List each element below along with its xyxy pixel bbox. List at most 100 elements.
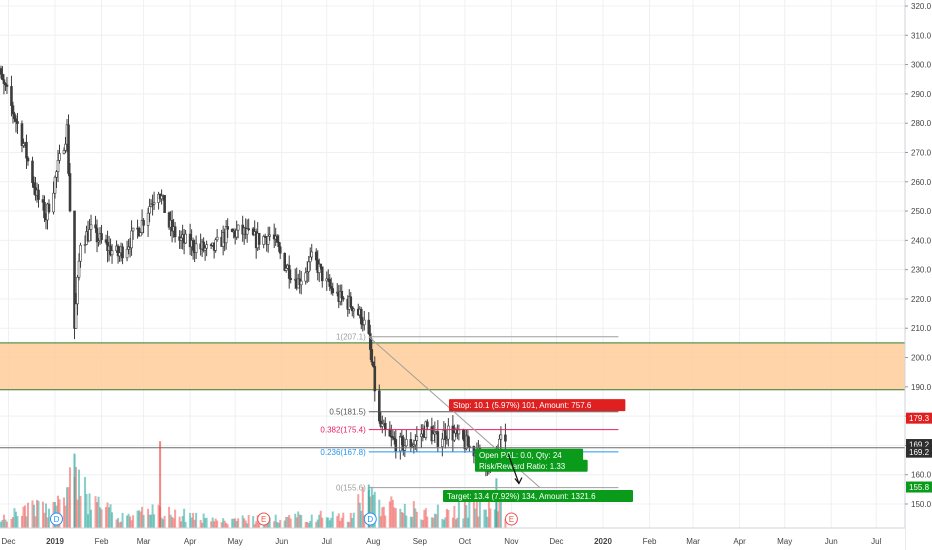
price-axis[interactable]: 150.0160.0170.0180.0190.0200.0210.0220.0…	[904, 0, 932, 550]
volume-bar	[445, 508, 448, 528]
price-tick-label: 160.0	[911, 471, 932, 480]
volume-bar	[342, 512, 345, 528]
volume-bar	[174, 509, 177, 528]
price-tick-label: 190.0	[911, 383, 932, 392]
volume-bar	[1, 519, 4, 528]
time-axis[interactable]: Dec 2019 Feb Mar Apr May Jun Jul Aug Sep Oct Nov Dec…	[0, 527, 905, 550]
earnings-marker[interactable]: E	[257, 512, 271, 526]
volume-bar	[457, 501, 460, 528]
candle-body	[504, 434, 507, 442]
volume-bar	[390, 496, 393, 528]
volume-bar	[330, 518, 333, 528]
volume-bar	[285, 516, 288, 528]
volume-bar	[25, 516, 28, 528]
price-candles	[0, 65, 507, 477]
price-tick-label: 230.0	[911, 266, 932, 275]
candle-body	[236, 224, 240, 231]
candle-body	[368, 333, 372, 350]
volume-bar	[142, 514, 145, 528]
volume-bar	[195, 512, 198, 528]
candle-body	[377, 390, 381, 422]
price-tick-label: 150.0	[911, 500, 932, 509]
volume-bar	[463, 501, 466, 528]
zone-rect	[0, 342, 905, 390]
candle-body	[11, 105, 15, 115]
volume-bar	[44, 503, 47, 528]
candle-body	[100, 233, 103, 240]
candle-body	[110, 250, 114, 256]
time-tick-label: Jul	[322, 537, 332, 546]
candle-body	[262, 236, 265, 245]
candle-body	[64, 143, 67, 151]
dividend-marker[interactable]: D	[50, 512, 64, 526]
candle-body	[89, 224, 93, 230]
candle-body	[370, 349, 374, 363]
volume-bar	[286, 516, 289, 528]
candle-body	[304, 272, 308, 282]
volume-bar	[328, 520, 331, 528]
volume-bar	[237, 518, 240, 528]
candle-body	[224, 226, 228, 244]
volume-bar	[466, 517, 469, 528]
candle-body	[388, 428, 392, 437]
candle-body	[444, 430, 447, 441]
candle-body	[137, 227, 141, 237]
position-labels[interactable]: Stop: 10.1 (5.97%) 101, Amount: 757.6 Tar…	[443, 399, 633, 503]
volume-bar	[267, 521, 270, 528]
volume-bar	[357, 494, 360, 528]
time-tick-label: 2020	[594, 537, 612, 546]
price-tick-label: 280.0	[911, 119, 932, 128]
candle-body	[163, 194, 166, 213]
candle-body	[447, 425, 450, 440]
candle-body	[31, 160, 34, 183]
dividend-marker[interactable]: D	[363, 512, 377, 526]
volume-bar	[34, 516, 37, 528]
time-tick-label: Jun	[275, 537, 288, 546]
candle-body	[400, 436, 404, 439]
pnl-label: Open P&L: 0.0, Qty: 24	[479, 451, 562, 460]
volume-bar	[252, 515, 255, 528]
volume-bar	[220, 522, 223, 528]
volume-bar	[405, 515, 408, 528]
candle-body	[148, 206, 151, 214]
volume-bar	[100, 509, 103, 528]
volume-bar	[22, 506, 25, 528]
volume-bar	[309, 520, 312, 528]
volume-bar	[294, 513, 297, 528]
time-tick-label: Dec	[549, 537, 563, 546]
volume-bar	[384, 515, 387, 528]
fib-level-label: 1(207.1)	[336, 333, 366, 342]
candle-body	[5, 84, 9, 87]
time-tick-label: Jul	[871, 537, 881, 546]
volume-bar	[436, 504, 439, 528]
volume-bar	[76, 499, 79, 528]
candle-body	[430, 426, 434, 442]
volume-bar	[304, 521, 307, 528]
volume-bar	[289, 518, 292, 528]
volume-bar	[35, 499, 38, 528]
candle-body	[53, 176, 57, 194]
supply-zone[interactable]	[0, 342, 905, 391]
candle-body	[373, 366, 377, 392]
fib-level-label: 0(155.6)	[336, 484, 366, 493]
fib-level-label: 0.236(167.8)	[320, 448, 366, 457]
candle-body	[4, 83, 7, 86]
candle-body	[394, 439, 398, 452]
earnings-marker[interactable]: E	[504, 512, 518, 526]
volume-bar	[5, 521, 8, 528]
volume-bar	[247, 515, 250, 528]
volume-bar	[0, 521, 2, 528]
candle-body	[179, 237, 183, 241]
volume-bar	[243, 518, 246, 528]
volume-bar	[388, 501, 391, 528]
volume-bar	[442, 519, 445, 528]
volume-bar	[199, 519, 202, 528]
volume-bar	[426, 516, 429, 528]
volume-bar	[178, 516, 181, 528]
candle-body	[167, 212, 171, 228]
candle-body	[278, 246, 282, 254]
time-tick-label: Oct	[459, 537, 472, 546]
marker-circle	[257, 512, 271, 526]
